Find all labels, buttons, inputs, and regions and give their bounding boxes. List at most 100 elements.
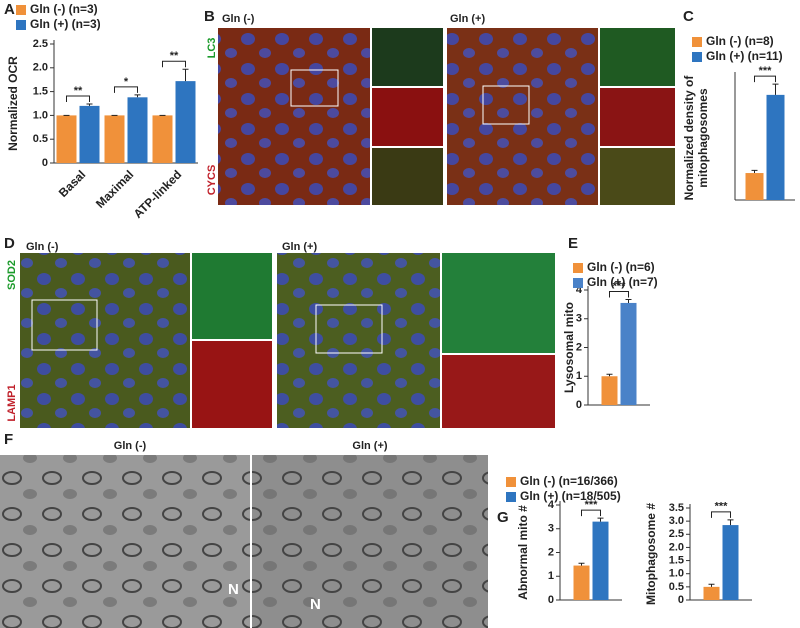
bar bbox=[127, 97, 148, 163]
panel-label: G bbox=[497, 509, 509, 526]
y-tick-label: 1.5 bbox=[33, 86, 48, 98]
bar bbox=[152, 115, 173, 163]
error-bar bbox=[708, 583, 715, 587]
y-tick-label: 2.5 bbox=[669, 528, 684, 540]
legend-label: Gln (-) (n=16/366) bbox=[520, 474, 618, 488]
error-bar bbox=[606, 373, 613, 377]
bar bbox=[56, 115, 77, 163]
error-bar bbox=[625, 298, 632, 303]
y-tick-label: 1.0 bbox=[33, 109, 48, 121]
legend-swatch bbox=[506, 492, 516, 502]
inset bbox=[600, 28, 675, 86]
nucleus-mark: N bbox=[228, 581, 239, 598]
y-axis-label: Mitophagosome # bbox=[644, 503, 658, 605]
significance-bracket bbox=[66, 95, 90, 102]
error-bar bbox=[597, 517, 604, 522]
y-tick-label: 1 bbox=[548, 570, 554, 582]
legend-label: Gln (-) (n=3) bbox=[30, 2, 98, 16]
y-tick-label: 1.0 bbox=[669, 568, 684, 580]
panel-b: B Gln (-) Gln (+) LC3 CYCS bbox=[204, 8, 675, 205]
legend-label: Gln (+) (n=11) bbox=[706, 49, 783, 63]
micrograph-nuclei bbox=[20, 253, 190, 428]
significance-bracket bbox=[114, 86, 138, 93]
legend-label: Gln (+) (n=7) bbox=[587, 275, 658, 289]
y-tick-label: 3 bbox=[576, 313, 582, 325]
inset bbox=[372, 28, 443, 86]
significance-label: *** bbox=[715, 501, 729, 513]
x-tick-label: ATP-linked bbox=[131, 167, 185, 221]
bar bbox=[573, 565, 590, 600]
y-tick-label: 0 bbox=[548, 594, 554, 606]
channel-label: LAMP1 bbox=[6, 384, 18, 421]
y-axis-label: Normalized density of bbox=[682, 75, 696, 201]
y-tick-label: 3.5 bbox=[669, 502, 684, 514]
significance-label: *** bbox=[759, 65, 773, 77]
error-bar bbox=[86, 103, 93, 106]
legend-label: Gln (-) (n=6) bbox=[587, 260, 655, 274]
panel-d: D Gln (-) Gln (+) SOD2 LAMP1 bbox=[4, 235, 555, 428]
legend-swatch bbox=[573, 263, 583, 273]
y-axis-label: Abnormal mito # bbox=[516, 505, 530, 600]
y-tick-label: 1 bbox=[576, 370, 582, 382]
significance-bracket bbox=[162, 60, 186, 68]
y-tick-label: 2.0 bbox=[33, 62, 48, 74]
channel-label: SOD2 bbox=[6, 260, 18, 290]
error-bar bbox=[772, 83, 779, 95]
bar bbox=[722, 525, 739, 600]
legend-swatch bbox=[692, 37, 702, 47]
inset bbox=[600, 148, 675, 205]
micrograph-nuclei bbox=[218, 28, 370, 205]
zoom-box bbox=[31, 299, 98, 351]
y-axis-label: Lysosomal mito bbox=[562, 302, 576, 393]
legend-label: Gln (+) (n=18/505) bbox=[520, 489, 621, 503]
y-tick-label: 4 bbox=[576, 284, 583, 296]
y-tick-label: 4 bbox=[548, 499, 555, 511]
legend-label: Gln (-) (n=8) bbox=[706, 34, 774, 48]
y-axis-label: mitophagosomes bbox=[696, 88, 710, 188]
zoom-box bbox=[290, 69, 339, 107]
legend-label: Gln (+) (n=3) bbox=[30, 17, 101, 31]
nucleus-mark: N bbox=[310, 596, 321, 613]
panel-label: A bbox=[4, 1, 15, 18]
significance-bracket bbox=[609, 290, 629, 298]
y-tick-label: 2 bbox=[548, 546, 554, 558]
bar bbox=[620, 302, 637, 405]
y-tick-label: 0 bbox=[42, 157, 48, 169]
group-label: Gln (-) bbox=[222, 13, 255, 25]
group-label: Gln (-) bbox=[114, 440, 147, 452]
bar bbox=[592, 521, 609, 600]
bar bbox=[745, 173, 764, 200]
legend-swatch bbox=[16, 20, 26, 30]
bar bbox=[79, 105, 100, 163]
legend-swatch bbox=[573, 278, 583, 288]
group-label: Gln (+) bbox=[450, 13, 485, 25]
legend-swatch bbox=[16, 5, 26, 15]
micrograph-nuclei bbox=[447, 28, 598, 205]
y-tick-label: 0 bbox=[576, 399, 582, 411]
significance-label: * bbox=[124, 76, 129, 88]
error-bar bbox=[134, 94, 141, 98]
bar bbox=[766, 94, 785, 200]
bar bbox=[703, 586, 720, 600]
y-tick-label: 2 bbox=[576, 341, 582, 353]
significance-label: *** bbox=[585, 499, 599, 511]
zoom-box bbox=[482, 85, 530, 125]
legend-swatch bbox=[692, 52, 702, 62]
channel-label: LC3 bbox=[206, 38, 218, 59]
y-tick-label: 3 bbox=[548, 523, 554, 535]
y-tick-label: 0.5 bbox=[33, 133, 48, 145]
significance-label: ** bbox=[170, 50, 179, 62]
micrograph-nuclei bbox=[277, 253, 440, 428]
significance-bracket bbox=[581, 509, 601, 517]
y-axis-label: Normalized OCR bbox=[6, 56, 20, 151]
inset bbox=[372, 148, 443, 205]
panel-label: B bbox=[204, 8, 215, 25]
panel-label: E bbox=[568, 235, 578, 252]
inset bbox=[372, 88, 443, 146]
bar bbox=[104, 115, 125, 163]
y-tick-label: 2.5 bbox=[33, 38, 48, 50]
panel-label: C bbox=[683, 8, 694, 25]
panel-f: F Gln (-) Gln (+) N N bbox=[0, 431, 488, 628]
inset bbox=[600, 88, 675, 146]
inset bbox=[192, 341, 272, 428]
